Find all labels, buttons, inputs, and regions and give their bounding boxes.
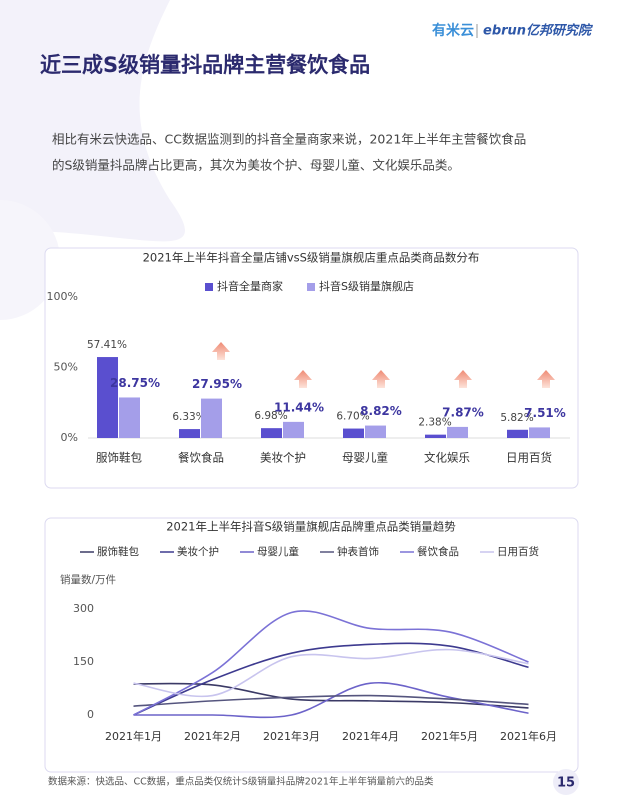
up-arrow — [454, 370, 472, 388]
value-label: 27.95% — [192, 377, 242, 391]
bar — [179, 429, 200, 438]
up-arrow — [212, 342, 230, 360]
chart-title: 2021年上半年抖音S级销量旗舰店品牌重点品类销量趋势 — [166, 520, 456, 534]
y-tick-label: 300 — [73, 602, 94, 615]
up-arrow — [372, 370, 390, 388]
legend-swatch — [205, 283, 213, 291]
chart-box — [44, 517, 579, 773]
line-series — [133, 642, 529, 716]
value-label: 5.82% — [500, 412, 533, 424]
logo-right: ebrun亿邦研究院 — [483, 23, 594, 39]
x-tick-label: 2021年2月 — [184, 729, 241, 743]
legend-label: 钟表首饰 — [337, 545, 379, 558]
y-tick-label: 0 — [87, 708, 94, 721]
x-tick-label: 文化娱乐 — [424, 451, 470, 465]
page-number-badge — [553, 769, 579, 795]
line-series — [133, 648, 529, 698]
y-tick-label: 0% — [61, 431, 78, 444]
arrows — [212, 342, 555, 388]
source-note: 数据来源：快选品、CC数据，重点品类仅统计S级销量抖品牌2021年上半年销量前六… — [48, 776, 434, 788]
bar — [343, 428, 364, 438]
value-label: 8.82% — [360, 404, 402, 418]
chart-box — [44, 247, 579, 489]
paragraph-line: 的S级销量抖品牌占比更高，其次为美妆个护、母婴儿童、文化娱乐品类。 — [52, 158, 460, 173]
legend-label: 母婴儿童 — [257, 545, 299, 558]
value-label: 7.87% — [442, 405, 484, 419]
up-arrow — [294, 370, 312, 388]
value-label: 6.33% — [172, 411, 205, 423]
line-series — [133, 682, 529, 709]
bar — [261, 428, 282, 438]
bar — [447, 426, 468, 438]
bar — [201, 398, 222, 438]
value-label: 28.75% — [110, 376, 160, 390]
background-shape — [0, 0, 185, 242]
x-tick-label: 餐饮食品 — [178, 451, 224, 465]
bar — [425, 434, 446, 438]
chart-title: 2021年上半年抖音全量店铺vsS级销量旗舰店重点品类商品数分布 — [143, 251, 480, 265]
bar — [529, 427, 550, 438]
x-tick-label: 2021年4月 — [342, 729, 399, 743]
page-number: 15 — [557, 776, 575, 791]
value-label: 6.98% — [254, 410, 287, 422]
paragraph-line: 相比有米云快选品、CC数据监测到的抖音全量商家来说，2021年上半年主营餐饮食品 — [52, 132, 526, 147]
legend-label: 抖音全量商家 — [217, 279, 283, 293]
y-tick-label: 100% — [47, 290, 78, 303]
bar — [119, 397, 140, 438]
legend-label: 美妆个护 — [177, 545, 219, 558]
x-tick-label: 2021年3月 — [263, 729, 320, 743]
y-tick-label: 150 — [73, 655, 94, 668]
bar — [365, 425, 386, 438]
bar — [283, 421, 304, 438]
logo-left: 有米云 — [432, 22, 474, 39]
value-label: 7.51% — [524, 406, 566, 420]
page-title: 近三成S级销量抖品牌主营餐饮食品 — [40, 53, 370, 77]
x-tick-label: 2021年6月 — [500, 729, 557, 743]
line-series — [133, 694, 529, 707]
value-label: 57.41% — [87, 339, 127, 351]
x-tick-label: 服饰鞋包 — [96, 451, 142, 465]
bar — [97, 357, 118, 438]
legend-label: 日用百货 — [497, 545, 539, 558]
legend-label: 餐饮食品 — [417, 545, 459, 558]
up-arrow — [537, 370, 555, 388]
x-tick-label: 2021年1月 — [105, 729, 162, 743]
legend-swatch — [307, 283, 315, 291]
value-label: 11.44% — [274, 400, 324, 414]
bar — [507, 429, 528, 438]
x-tick-label: 母婴儿童 — [342, 451, 388, 465]
legend-label: 抖音S级销量旗舰店 — [319, 279, 414, 293]
x-tick-label: 2021年5月 — [421, 729, 478, 743]
line-series — [133, 610, 529, 716]
legend-label: 服饰鞋包 — [97, 545, 139, 558]
x-tick-label: 日用百货 — [506, 451, 552, 465]
y-tick-label: 50% — [54, 361, 78, 374]
value-label: 2.38% — [418, 417, 451, 429]
y-axis-title: 销量数/万件 — [60, 573, 116, 586]
x-tick-label: 美妆个护 — [260, 451, 306, 465]
value-label: 6.70% — [336, 411, 369, 423]
